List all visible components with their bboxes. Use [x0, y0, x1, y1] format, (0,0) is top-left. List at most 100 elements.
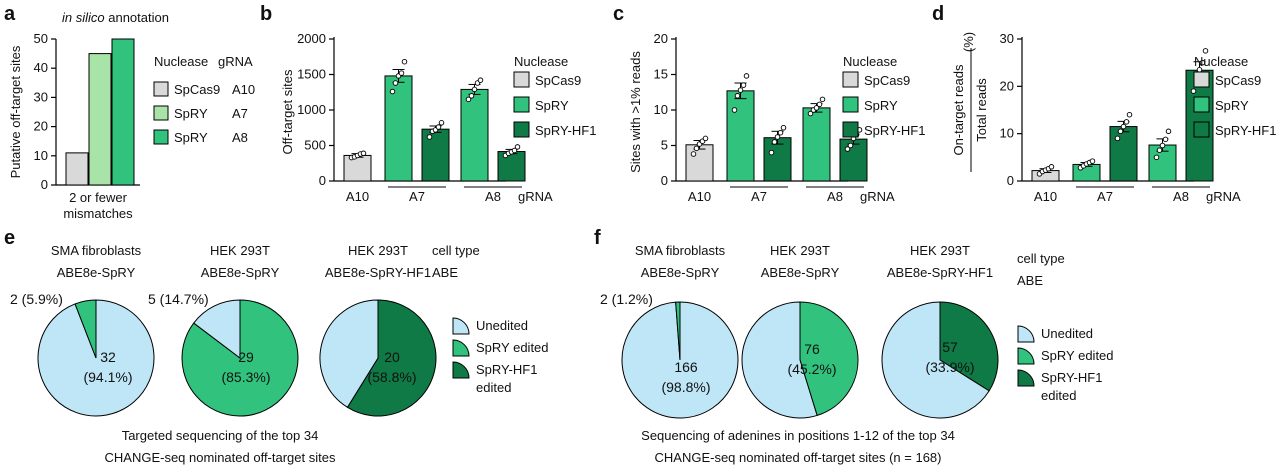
data-point-d	[1202, 48, 1209, 54]
pie-header-line2-f: ABE8e-SpRY	[641, 265, 720, 280]
legend-header-nuclease-a: Nuclease	[154, 54, 208, 69]
legend-swatch-c	[842, 121, 859, 138]
bar-a-2	[88, 53, 112, 186]
data-point-b	[360, 150, 367, 157]
data-point-b	[468, 93, 475, 99]
pie-header-line2-f: ABE8e-SpRY-HF1	[887, 265, 993, 280]
pie-pct-label-e: (85.3%)	[221, 369, 270, 385]
data-point-c	[777, 129, 784, 136]
panel-letter-b: b	[260, 3, 272, 25]
data-point-b	[426, 134, 433, 140]
pie-value-label-f: 57	[942, 339, 958, 355]
y-tick-label-c: 10	[654, 102, 668, 117]
pie-header-line1-f: SMA fibroblasts	[635, 243, 726, 258]
legend-label-edited-e: edited	[476, 380, 511, 395]
legend-header-b: Nuclease	[514, 54, 568, 69]
bar-d-A7-SpRY	[1072, 163, 1101, 182]
y-axis-label-d-unit: (%)	[961, 32, 976, 52]
y-axis-label-a: Putative off-target sites	[8, 45, 23, 178]
caption-line1-f: Sequencing of adenines in positions 1-12…	[641, 428, 955, 443]
y-tick-label-a: 50	[34, 31, 48, 46]
y-tick-label-c: 20	[654, 31, 668, 46]
pie-header-line2-e: ABE8e-SpRY	[201, 265, 280, 280]
data-point-c	[734, 93, 741, 99]
x-axis-label-c: gRNA	[860, 189, 895, 204]
data-point-c	[844, 146, 851, 152]
legend-header-c: Nuclease	[843, 54, 897, 69]
bar-a-1	[65, 152, 89, 186]
pie-header-line2-e: ABE8e-SpRY-HF1	[325, 265, 431, 280]
y-tick-label-d: 10	[1000, 126, 1014, 141]
data-point-d	[1153, 154, 1160, 161]
pie-value-label-e: 29	[238, 349, 254, 365]
panel-letter-f: f	[594, 227, 601, 249]
data-point-c	[690, 151, 697, 157]
bar-b-A8-SpRY-HF1	[497, 151, 526, 182]
data-point-c	[771, 139, 778, 145]
y-tick-label-b: 1500	[297, 67, 326, 82]
data-point-d	[1117, 128, 1124, 135]
data-point-c	[813, 105, 820, 111]
data-point-b	[511, 147, 518, 154]
pie-header-line2-e: ABE8e-SpRY	[57, 265, 136, 280]
data-point-b	[398, 70, 405, 76]
data-point-c	[774, 134, 781, 140]
legend-label-f: Unedited	[1041, 326, 1093, 341]
legend-grna-a: A7	[232, 106, 248, 121]
data-point-d	[1089, 158, 1096, 164]
y-tick-label-c: 5	[661, 138, 668, 153]
legend-label-e: SpRY-HF1	[476, 362, 537, 377]
x-axis-label-d: gRNA	[1206, 189, 1241, 204]
legend-label-e: SpRY edited	[476, 340, 549, 355]
pie-small-label-f: 2 (1.2%)	[600, 291, 653, 307]
legend-wedge-e	[452, 339, 470, 357]
data-point-c	[768, 149, 775, 156]
legend-nuclease-a: SpRY	[174, 106, 208, 121]
y-tick-label-a: 40	[34, 60, 48, 75]
bar-c-A7-SpRY	[726, 90, 755, 182]
data-point-c	[816, 101, 823, 108]
legend-swatch-c	[842, 96, 859, 113]
legend-swatch-d	[1193, 71, 1210, 88]
pie-slice-e-3-Unedited	[319, 299, 379, 409]
legend-nuclease-a: SpCas9	[174, 82, 220, 97]
legend-header-grna-a: gRNA	[218, 54, 253, 69]
data-point-d	[1190, 88, 1197, 94]
legend-swatch-b	[513, 96, 530, 113]
panel-letter-a: a	[4, 3, 16, 25]
legend-wedge-f	[1017, 347, 1035, 365]
y-tick-label-a: 30	[34, 89, 48, 104]
legend-swatch-a	[153, 129, 169, 145]
bar-a-3	[111, 38, 135, 186]
bar-d-A7-SpRY-HF1	[1109, 126, 1138, 182]
y-tick-label-a: 10	[34, 148, 48, 163]
pie-slice-f-1-SpRY edited	[675, 301, 681, 361]
legend-wedge-f	[1017, 369, 1035, 387]
legend-swatch-b	[513, 121, 530, 138]
legend-wedge-e	[452, 361, 470, 379]
pie-value-label-f: 76	[804, 341, 820, 357]
data-point-d	[1114, 135, 1121, 142]
data-point-b	[401, 58, 408, 65]
y-tick-label-a: 20	[34, 119, 48, 134]
y-axis-label-d-bottom: Total reads	[974, 78, 989, 142]
x-group-label-c: A7	[751, 189, 767, 204]
data-point-b	[477, 77, 484, 83]
pie-slice-f-2-Unedited	[741, 301, 818, 419]
data-point-d	[1120, 123, 1127, 130]
legend-wedge-e	[452, 317, 470, 335]
data-point-b	[471, 86, 478, 93]
x-group-label-d: A10	[1034, 189, 1057, 204]
y-tick-label-c: 15	[654, 67, 668, 82]
pie-slice-e-2-Unedited	[193, 299, 241, 360]
data-point-b	[392, 80, 399, 86]
pie-slice-e-1-SpRY edited	[74, 299, 97, 359]
y-tick-label-b: 2000	[297, 31, 326, 46]
x-axis-label-b: gRNA	[518, 189, 553, 204]
x-group-label-b: A7	[409, 189, 425, 204]
y-axis-label-d-top: On-target reads	[951, 64, 966, 156]
caption-line2-f: CHANGE-seq nominated off-target sites (n…	[655, 450, 942, 465]
data-point-c	[702, 135, 709, 142]
panel-letter-e: e	[4, 227, 15, 249]
